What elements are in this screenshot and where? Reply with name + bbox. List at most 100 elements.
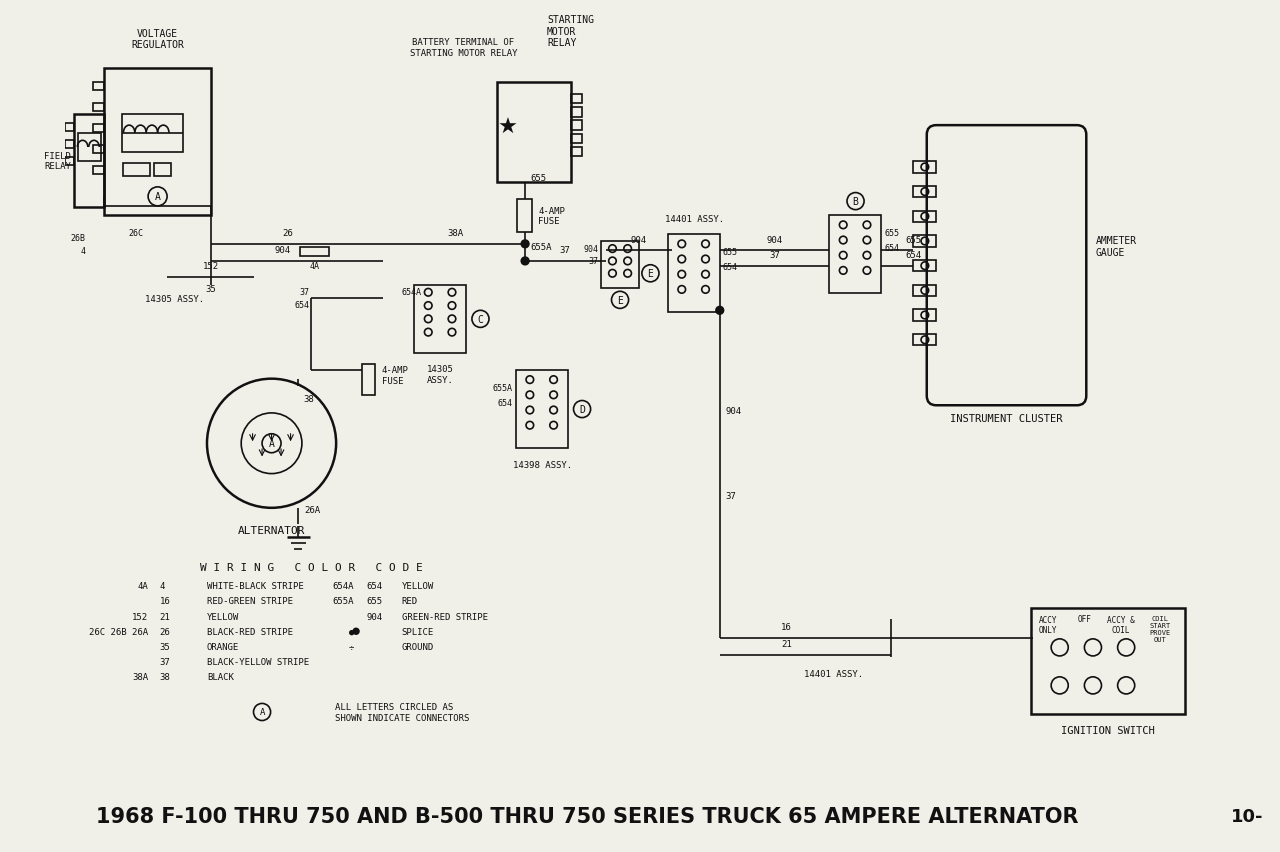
Text: 655: 655 <box>906 235 922 245</box>
Text: 21: 21 <box>160 612 170 621</box>
Text: ORANGE: ORANGE <box>207 642 239 651</box>
Text: E: E <box>648 269 653 279</box>
Text: GREEN-RED STRIPE: GREEN-RED STRIPE <box>402 612 488 621</box>
Bar <box>64 141 74 149</box>
Bar <box>829 216 881 294</box>
Bar <box>571 95 582 104</box>
Text: C: C <box>477 314 484 325</box>
Text: 4: 4 <box>81 247 86 256</box>
Text: INSTRUMENT CLUSTER: INSTRUMENT CLUSTER <box>950 413 1062 423</box>
Text: 38A: 38A <box>448 229 463 238</box>
Text: GROUND: GROUND <box>402 642 434 651</box>
Text: ACCY &
COIL: ACCY & COIL <box>1107 615 1134 635</box>
Circle shape <box>521 241 529 248</box>
Text: 654: 654 <box>498 399 513 407</box>
Text: IGNITION SWITCH: IGNITION SWITCH <box>1061 725 1155 735</box>
Bar <box>64 124 74 132</box>
Bar <box>602 242 639 289</box>
Text: 35: 35 <box>160 642 170 651</box>
Text: 21: 21 <box>781 640 791 648</box>
Bar <box>300 247 329 256</box>
Bar <box>497 83 571 183</box>
Text: 35: 35 <box>205 285 216 293</box>
Text: BLACK-YELLOW STRIPE: BLACK-YELLOW STRIPE <box>207 658 308 666</box>
Text: OFF: OFF <box>1078 614 1092 624</box>
Text: 654: 654 <box>723 262 737 272</box>
Bar <box>123 164 150 177</box>
Text: 10-: 10- <box>1230 808 1263 826</box>
Text: 654A: 654A <box>402 287 421 296</box>
Text: 37: 37 <box>559 246 571 255</box>
Text: COIL
START
PROVE
OUT: COIL START PROVE OUT <box>1149 615 1171 642</box>
Circle shape <box>716 307 723 314</box>
Text: 904: 904 <box>366 612 383 621</box>
Text: A: A <box>269 439 274 449</box>
Bar <box>74 115 105 208</box>
Text: 37: 37 <box>589 257 598 266</box>
Text: 14401 ASSY.: 14401 ASSY. <box>664 215 723 224</box>
Text: 4A: 4A <box>310 262 319 271</box>
Text: 26A: 26A <box>303 505 320 515</box>
Text: 654: 654 <box>294 301 310 310</box>
Text: 654A: 654A <box>333 582 355 590</box>
Bar <box>914 162 936 174</box>
Text: SPLICE: SPLICE <box>402 627 434 636</box>
Text: RED: RED <box>402 596 417 606</box>
Text: 654: 654 <box>366 582 383 590</box>
Text: BLACK: BLACK <box>207 672 234 682</box>
Text: VOLTAGE
REGULATOR: VOLTAGE REGULATOR <box>131 28 184 50</box>
Bar <box>362 365 375 395</box>
Text: ★: ★ <box>497 118 517 138</box>
Text: A: A <box>155 193 160 202</box>
Bar <box>571 121 582 130</box>
Text: 655A: 655A <box>531 243 552 252</box>
Bar <box>914 211 936 222</box>
Bar <box>93 104 105 112</box>
Text: ALL LETTERS CIRCLED AS
SHOWN INDICATE CONNECTORS: ALL LETTERS CIRCLED AS SHOWN INDICATE CO… <box>335 702 470 722</box>
Bar <box>413 285 466 354</box>
Text: 654: 654 <box>884 244 899 253</box>
Text: 655: 655 <box>531 174 547 182</box>
Bar <box>668 235 719 313</box>
Text: 655: 655 <box>884 228 899 238</box>
Text: 14398 ASSY.: 14398 ASSY. <box>512 461 572 469</box>
Text: ALTERNATOR: ALTERNATOR <box>238 526 306 535</box>
Text: 16: 16 <box>781 623 791 631</box>
Bar <box>914 285 936 296</box>
Text: 14305
ASSY.: 14305 ASSY. <box>428 365 454 384</box>
Text: 38: 38 <box>303 394 315 404</box>
Text: 1968 F-100 THRU 750 AND B-500 THRU 750 SERIES TRUCK 65 AMPERE ALTERNATOR: 1968 F-100 THRU 750 AND B-500 THRU 750 S… <box>96 807 1078 826</box>
Bar <box>516 371 568 448</box>
Text: AMMETER
GAUGE: AMMETER GAUGE <box>1096 236 1137 257</box>
Text: 37: 37 <box>300 287 310 296</box>
Bar <box>914 261 936 272</box>
Text: D: D <box>579 405 585 415</box>
Bar <box>571 147 582 158</box>
Circle shape <box>353 629 358 635</box>
Bar <box>914 335 936 346</box>
Text: 26C 26B 26A: 26C 26B 26A <box>90 627 148 636</box>
Text: 38A: 38A <box>132 672 148 682</box>
Bar <box>122 115 183 153</box>
Bar <box>93 146 105 153</box>
Text: RED-GREEN STRIPE: RED-GREEN STRIPE <box>207 596 293 606</box>
Text: W I R I N G   C O L O R   C O D E: W I R I N G C O L O R C O D E <box>200 562 422 572</box>
Text: YELLOW: YELLOW <box>402 582 434 590</box>
Text: 26C: 26C <box>128 229 143 238</box>
Text: 904: 904 <box>767 235 783 245</box>
Text: WHITE-BLACK STRIPE: WHITE-BLACK STRIPE <box>207 582 303 590</box>
Text: FIELD
RELAY: FIELD RELAY <box>45 152 72 170</box>
Bar <box>914 187 936 198</box>
Text: 14305 ASSY.: 14305 ASSY. <box>145 295 205 304</box>
Bar <box>517 200 531 233</box>
Text: 37: 37 <box>160 658 170 666</box>
Text: 152: 152 <box>202 262 219 271</box>
Bar <box>64 158 74 166</box>
Text: 904: 904 <box>631 235 648 245</box>
Text: 904: 904 <box>726 406 741 415</box>
Text: ACCY
ONLY: ACCY ONLY <box>1039 615 1057 635</box>
Text: 654: 654 <box>906 250 922 260</box>
Text: 38: 38 <box>160 672 170 682</box>
Text: 4-AMP
FUSE: 4-AMP FUSE <box>381 366 408 385</box>
Text: 26: 26 <box>160 627 170 636</box>
